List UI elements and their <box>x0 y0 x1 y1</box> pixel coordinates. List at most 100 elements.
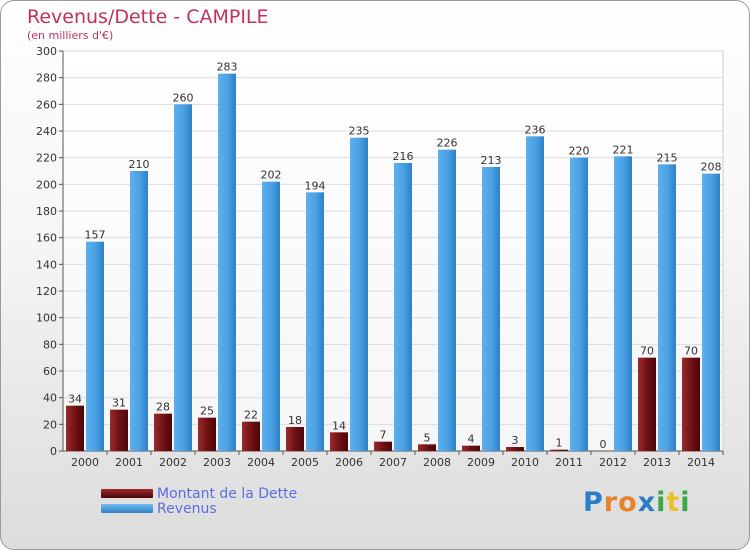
x-tick-label: 2002 <box>159 456 187 469</box>
y-tick-label: 20 <box>43 418 57 431</box>
bar-revenus <box>658 164 676 452</box>
data-label-revenus: 157 <box>85 229 106 242</box>
x-tick-label: 2000 <box>71 456 99 469</box>
y-tick-label: 240 <box>36 125 57 138</box>
y-tick-label: 80 <box>43 338 57 351</box>
x-tick-label: 2003 <box>203 456 231 469</box>
logo-letter: r <box>603 487 619 518</box>
bar-revenus <box>218 73 236 452</box>
data-label-dette: 28 <box>156 401 170 414</box>
data-label-dette: 5 <box>424 431 431 444</box>
bar-dette <box>154 413 172 451</box>
x-tick-label: 2010 <box>511 456 539 469</box>
data-label-revenus: 226 <box>437 137 458 150</box>
plot-area <box>62 50 724 452</box>
bar-dette <box>110 409 128 451</box>
data-label-dette: 34 <box>68 393 82 406</box>
data-label-dette: 14 <box>332 419 346 432</box>
logo-letter: o <box>618 487 638 518</box>
data-label-dette: 25 <box>200 405 214 418</box>
data-label-revenus: 202 <box>261 169 282 182</box>
bar-revenus <box>394 163 412 451</box>
bar-dette <box>418 444 436 451</box>
data-label-revenus: 260 <box>173 91 194 104</box>
bar-revenus <box>306 192 324 452</box>
y-tick-label: 60 <box>43 365 57 378</box>
data-label-revenus: 221 <box>613 143 634 156</box>
bar-dette <box>682 357 700 451</box>
x-tick-label: 2006 <box>335 456 363 469</box>
y-tick-label: 200 <box>36 178 57 191</box>
y-tick-label: 280 <box>36 72 57 85</box>
bar-revenus <box>438 149 456 451</box>
bar-dette <box>66 405 84 451</box>
data-label-revenus: 220 <box>569 145 590 158</box>
x-tick-label: 2013 <box>643 456 671 469</box>
y-tick-label: 0 <box>50 445 57 458</box>
bar-revenus <box>526 136 544 452</box>
data-label-dette: 70 <box>684 345 698 358</box>
data-label-revenus: 213 <box>481 154 502 167</box>
data-label-revenus: 283 <box>217 61 238 74</box>
x-tick-label: 2007 <box>379 456 407 469</box>
x-tick-label: 2005 <box>291 456 319 469</box>
logo-letter: P <box>583 487 604 518</box>
x-tick-label: 2012 <box>599 456 627 469</box>
chart-subtitle: (en milliers d'€) <box>27 29 114 42</box>
y-tick-label: 160 <box>36 232 57 245</box>
bar-revenus <box>614 156 632 452</box>
x-tick-label: 2014 <box>687 456 715 469</box>
bar-dette <box>198 417 216 451</box>
bar-dette <box>462 445 480 451</box>
bar-revenus <box>86 241 104 451</box>
data-label-revenus: 236 <box>525 123 546 136</box>
data-label-dette: 1 <box>556 437 563 450</box>
logo-letter: t <box>666 487 681 518</box>
data-label-revenus: 215 <box>657 151 678 164</box>
bar-revenus <box>262 181 280 451</box>
bar-revenus <box>174 104 192 451</box>
legend-label-dette: Montant de la Dette <box>157 486 298 502</box>
data-label-dette: 3 <box>512 434 519 447</box>
proxiti-logo: Proxiti <box>583 487 691 518</box>
legend-swatch-revenus <box>101 504 153 513</box>
bar-dette <box>242 421 260 451</box>
data-label-dette: 7 <box>380 429 387 442</box>
x-tick-label: 2008 <box>423 456 451 469</box>
data-label-revenus: 194 <box>305 179 326 192</box>
data-label-revenus: 208 <box>701 161 722 174</box>
y-tick-label: 220 <box>36 152 57 165</box>
bar-dette <box>286 427 304 451</box>
legend-label-revenus: Revenus <box>157 501 217 517</box>
chart-title: Revenus/Dette - CAMPILE <box>27 6 269 28</box>
bar-revenus <box>350 137 368 451</box>
bar-dette <box>330 432 348 451</box>
logo-letter: i <box>680 487 691 518</box>
logo-letter: i <box>656 487 667 518</box>
bar-revenus <box>570 157 588 451</box>
bar-revenus <box>482 167 500 451</box>
x-tick-label: 2011 <box>555 456 583 469</box>
x-tick-label: 2001 <box>115 456 143 469</box>
y-tick-label: 40 <box>43 392 57 405</box>
data-label-dette: 70 <box>640 345 654 358</box>
legend-swatch-dette <box>101 489 153 498</box>
logo-letter: x <box>637 487 657 518</box>
y-tick-label: 260 <box>36 98 57 111</box>
bar-dette <box>506 447 524 451</box>
bar-dette <box>550 449 568 451</box>
y-tick-label: 300 <box>36 45 57 58</box>
data-label-dette: 18 <box>288 414 302 427</box>
data-label-dette: 31 <box>112 397 126 410</box>
data-label-dette: 0 <box>600 438 607 451</box>
y-tick-label: 140 <box>36 258 57 271</box>
x-tick-label: 2004 <box>247 456 275 469</box>
y-tick-label: 180 <box>36 205 57 218</box>
data-label-dette: 22 <box>244 409 258 422</box>
y-tick-label: 100 <box>36 312 57 325</box>
bar-dette <box>638 357 656 451</box>
y-tick-label: 120 <box>36 285 57 298</box>
data-label-revenus: 210 <box>129 158 150 171</box>
